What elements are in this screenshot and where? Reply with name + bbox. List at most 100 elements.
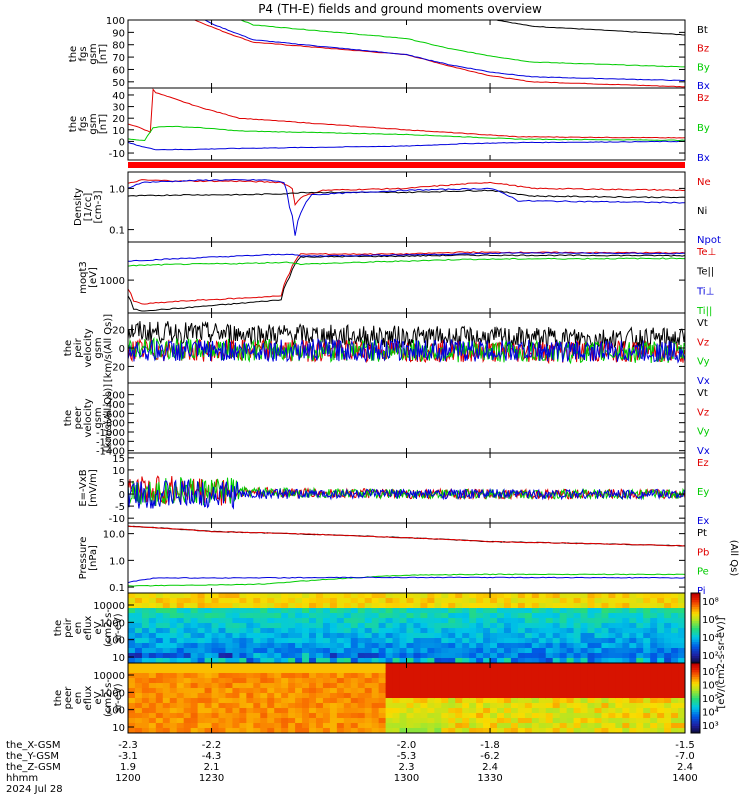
y-tick-label: 10000	[93, 671, 125, 682]
heat-cell	[128, 713, 136, 719]
heat-cell	[490, 618, 498, 624]
heat-cell	[664, 663, 672, 669]
heat-cell	[378, 603, 387, 609]
heat-cell	[615, 603, 623, 609]
heat-cell	[148, 603, 157, 609]
heat-cell	[524, 623, 533, 629]
heat-cell	[566, 603, 575, 609]
heat-cell	[378, 663, 387, 669]
heat-cell	[302, 618, 310, 624]
heat-cell	[448, 693, 456, 699]
heat-cell	[141, 618, 150, 624]
heat-cell	[239, 688, 247, 694]
colorbar-cell	[691, 728, 700, 732]
heat-cell	[587, 678, 595, 684]
heat-cell	[476, 728, 484, 733]
heat-cell	[678, 678, 685, 684]
heat-cell	[364, 603, 373, 609]
heat-cell	[176, 673, 185, 679]
heat-cell	[267, 593, 275, 599]
heat-cell	[218, 648, 226, 654]
heat-cell	[455, 598, 463, 604]
plot-area-pressure	[128, 525, 685, 587]
heat-cell	[343, 603, 352, 609]
heat-cell	[378, 638, 387, 644]
heat-cell	[608, 603, 616, 609]
heat-cell	[371, 673, 380, 679]
heat-cell	[392, 668, 401, 674]
heat-cell	[497, 698, 505, 704]
y-axis-label-line: moqt3	[78, 261, 89, 294]
heat-cell	[517, 698, 526, 704]
heat-cell	[413, 673, 421, 679]
heat-cell	[510, 618, 519, 624]
heat-cell	[232, 618, 240, 624]
heat-cell	[392, 703, 401, 709]
y-axis-label-line: gsm	[93, 337, 104, 358]
heat-cell	[225, 628, 233, 634]
heat-cell	[267, 693, 275, 699]
heat-cell	[483, 688, 491, 694]
heat-cell	[267, 723, 275, 729]
heat-cell	[239, 708, 247, 714]
heat-cell	[134, 638, 143, 644]
heat-cell	[274, 678, 282, 684]
y-tick-label: 0	[119, 344, 125, 355]
heat-cell	[545, 593, 554, 599]
heat-cell	[594, 618, 602, 624]
heat-cell	[490, 648, 498, 654]
heat-cell	[531, 673, 540, 679]
heat-cell	[211, 593, 220, 599]
heat-cell	[483, 718, 491, 724]
heat-cell	[629, 613, 637, 619]
heat-cell	[441, 708, 449, 714]
heat-cell	[413, 723, 421, 729]
heat-cell	[162, 728, 171, 733]
heat-cell	[281, 638, 289, 644]
heat-cell	[239, 693, 247, 699]
heat-cell	[629, 723, 637, 729]
heat-cell	[225, 713, 233, 719]
heat-cell	[587, 628, 595, 634]
heat-cell	[128, 653, 136, 659]
heat-cell	[197, 658, 206, 663]
heat-cell	[462, 633, 470, 639]
heat-cell	[580, 603, 589, 609]
heat-cell	[197, 728, 206, 733]
heat-cell	[664, 608, 672, 614]
legend-Ne: Ne	[697, 177, 711, 188]
colorbar-cell	[691, 723, 700, 727]
heat-cell	[392, 638, 401, 644]
heat-cell	[497, 673, 505, 679]
heat-cell	[134, 618, 143, 624]
legend-Vz: Vz	[697, 407, 709, 418]
heat-cell	[587, 698, 595, 704]
heat-cell	[329, 668, 338, 674]
heat-cell	[552, 628, 561, 634]
heat-cell	[162, 643, 171, 649]
heat-cell	[406, 633, 414, 639]
heat-cell	[295, 728, 303, 733]
heat-cell	[253, 658, 261, 663]
heat-cell	[176, 668, 185, 674]
heat-cell	[427, 673, 435, 679]
heat-cell	[469, 643, 477, 649]
heat-cell	[190, 648, 199, 654]
heat-cell	[671, 658, 679, 663]
heat-cell	[239, 648, 247, 654]
heat-cell	[204, 648, 213, 654]
heat-cell	[490, 658, 498, 663]
heat-cell	[399, 603, 407, 609]
heat-cell	[615, 663, 623, 669]
heat-cell	[322, 678, 331, 684]
heat-cell	[580, 678, 589, 684]
heat-cell	[302, 653, 310, 659]
heat-cell	[664, 643, 672, 649]
y-tick-label: 70	[112, 53, 125, 64]
heat-cell	[169, 718, 178, 724]
heat-cell	[155, 603, 164, 609]
heat-cell	[274, 728, 282, 733]
heat-cell	[274, 658, 282, 663]
heat-cell	[162, 653, 171, 659]
heat-cell	[364, 628, 373, 634]
